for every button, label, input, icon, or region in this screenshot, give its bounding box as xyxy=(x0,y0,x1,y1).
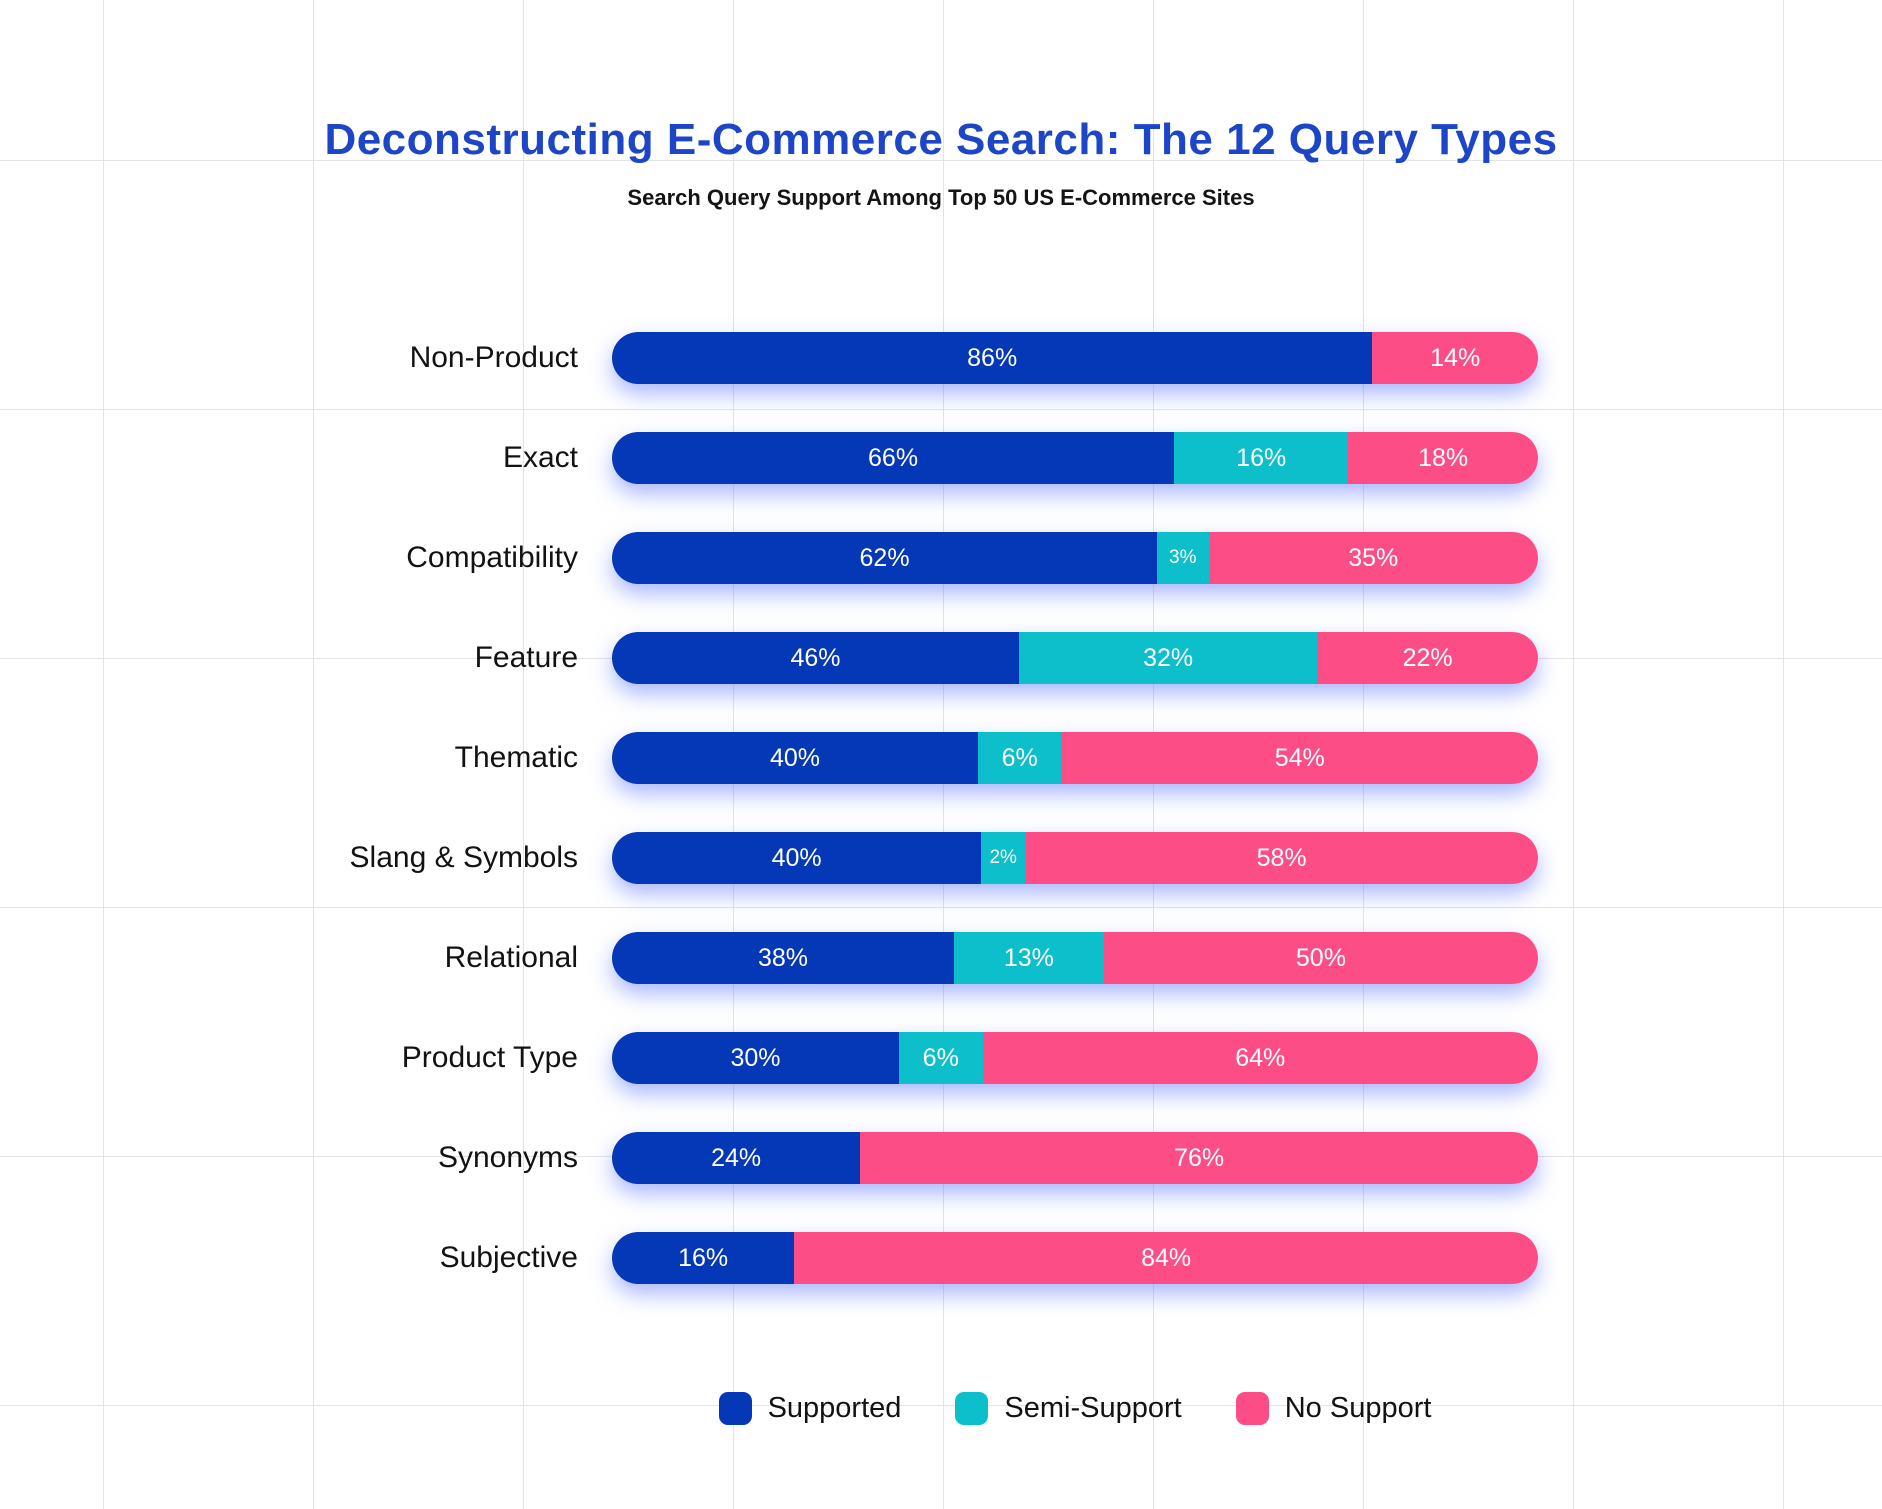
segment-value: 18% xyxy=(1418,443,1469,472)
segment-no-support: 35% xyxy=(1208,532,1538,584)
segment-semi-support: 13% xyxy=(953,932,1104,984)
stacked-bar: 24% 76% xyxy=(612,1132,1538,1184)
legend-label: Supported xyxy=(767,1392,902,1424)
segment-supported: 46% xyxy=(612,632,1019,684)
chart-row: Synonyms 24% 76% xyxy=(0,1132,1538,1184)
category-label: Exact xyxy=(502,441,578,474)
segment-no-support: 84% xyxy=(794,1232,1538,1284)
segment-semi-support: 6% xyxy=(898,1032,983,1084)
segment-value: 2% xyxy=(989,847,1017,868)
segment-no-support: 22% xyxy=(1317,632,1538,684)
segment-value: 40% xyxy=(771,843,822,872)
segment-no-support: 54% xyxy=(1061,732,1538,784)
stacked-bar: 66% 16% 18% xyxy=(612,432,1538,484)
stacked-bar-chart: Non-Product 86% 14% Exact 66% 16% 18% Compatibi… xyxy=(0,332,1538,1284)
segment-value: 6% xyxy=(1001,743,1038,772)
chart-row: Exact 66% 16% 18% xyxy=(0,432,1538,484)
segment-value: 16% xyxy=(1236,443,1287,472)
legend-label: No Support xyxy=(1284,1392,1432,1424)
segment-supported: 30% xyxy=(612,1032,899,1084)
category-label: Non-Product xyxy=(409,341,578,374)
stacked-bar: 86% 14% xyxy=(612,332,1538,384)
chart-row: Compatibility 62% 3% 35% xyxy=(0,532,1538,584)
segment-value: 32% xyxy=(1143,643,1194,672)
category-label: Feature xyxy=(474,641,578,674)
category-label: Product Type xyxy=(401,1041,578,1074)
stacked-bar: 38% 13% 50% xyxy=(612,932,1538,984)
stacked-bar: 16% 84% xyxy=(612,1232,1538,1284)
segment-value: 66% xyxy=(868,443,919,472)
segment-value: 24% xyxy=(711,1143,762,1172)
stacked-bar: 40% 2% 58% xyxy=(612,832,1538,884)
chart-row: Non-Product 86% 14% xyxy=(0,332,1538,384)
segment-no-support: 50% xyxy=(1103,932,1538,984)
segment-no-support: 18% xyxy=(1348,432,1538,484)
segment-semi-support: 3% xyxy=(1157,532,1209,584)
category-label: Subjective xyxy=(439,1241,578,1274)
segment-semi-support: 32% xyxy=(1018,632,1318,684)
category-label: Relational xyxy=(444,941,578,974)
segment-value: 40% xyxy=(769,743,820,772)
segment-value: 54% xyxy=(1274,743,1325,772)
chart-row: Product Type 30% 6% 64% xyxy=(0,1032,1538,1084)
segment-value: 35% xyxy=(1348,543,1399,572)
chart-row: Feature 46% 32% 22% xyxy=(0,632,1538,684)
chart-row: Slang & Symbols 40% 2% 58% xyxy=(0,832,1538,884)
segment-no-support: 76% xyxy=(860,1132,1538,1184)
chart-row: Subjective 16% 84% xyxy=(0,1232,1538,1284)
category-label: Synonyms xyxy=(437,1141,578,1174)
legend-swatch-supported xyxy=(718,1392,752,1425)
segment-no-support: 58% xyxy=(1025,832,1538,884)
chart-row: Thematic 40% 6% 54% xyxy=(0,732,1538,784)
segment-value: 14% xyxy=(1430,343,1481,372)
segment-value: 46% xyxy=(790,643,841,672)
segment-semi-support: 2% xyxy=(981,832,1026,884)
legend-swatch-no-support xyxy=(1235,1392,1269,1425)
category-label: Thematic xyxy=(454,741,578,774)
segment-value: 58% xyxy=(1256,843,1307,872)
segment-value: 3% xyxy=(1169,547,1197,568)
segment-supported: 40% xyxy=(612,832,982,884)
stacked-bar: 46% 32% 22% xyxy=(612,632,1538,684)
segment-value: 38% xyxy=(757,943,808,972)
chart-row: Relational 38% 13% 50% xyxy=(0,932,1538,984)
segment-value: 6% xyxy=(922,1043,959,1072)
segment-value: 64% xyxy=(1235,1043,1286,1072)
stacked-bar: 40% 6% 54% xyxy=(612,732,1538,784)
segment-value: 76% xyxy=(1174,1143,1225,1172)
segment-supported: 38% xyxy=(612,932,954,984)
segment-value: 16% xyxy=(678,1243,729,1272)
legend-item-supported: Supported xyxy=(718,1392,902,1425)
segment-value: 30% xyxy=(730,1043,781,1072)
segment-semi-support: 16% xyxy=(1174,432,1349,484)
segment-supported: 66% xyxy=(612,432,1175,484)
legend-label: Semi-Support xyxy=(1004,1392,1182,1424)
segment-value: 13% xyxy=(1003,943,1054,972)
segment-no-support: 64% xyxy=(982,1032,1538,1084)
segment-value: 50% xyxy=(1295,943,1346,972)
category-label: Compatibility xyxy=(406,541,578,574)
legend: Supported Semi-Support No Support xyxy=(612,1392,1538,1425)
segment-supported: 16% xyxy=(612,1232,795,1284)
legend-swatch-semi-support xyxy=(955,1392,989,1425)
segment-supported: 40% xyxy=(612,732,978,784)
segment-no-support: 14% xyxy=(1372,332,1538,384)
segment-value: 84% xyxy=(1141,1243,1192,1272)
legend-item-no-support: No Support xyxy=(1235,1392,1432,1425)
segment-value: 86% xyxy=(967,343,1018,372)
category-label: Slang & Symbols xyxy=(349,841,578,874)
segment-value: 22% xyxy=(1402,643,1453,672)
stacked-bar: 30% 6% 64% xyxy=(612,1032,1538,1084)
chart-subtitle: Search Query Support Among Top 50 US E-C… xyxy=(627,185,1255,210)
segment-supported: 24% xyxy=(612,1132,861,1184)
chart-title: Deconstructing E-Commerce Search: The 12… xyxy=(324,115,1558,164)
segment-semi-support: 6% xyxy=(977,732,1062,784)
legend-item-semi-support: Semi-Support xyxy=(955,1392,1182,1425)
segment-supported: 62% xyxy=(612,532,1158,584)
segment-supported: 86% xyxy=(612,332,1373,384)
stacked-bar: 62% 3% 35% xyxy=(612,532,1538,584)
segment-value: 62% xyxy=(859,543,910,572)
